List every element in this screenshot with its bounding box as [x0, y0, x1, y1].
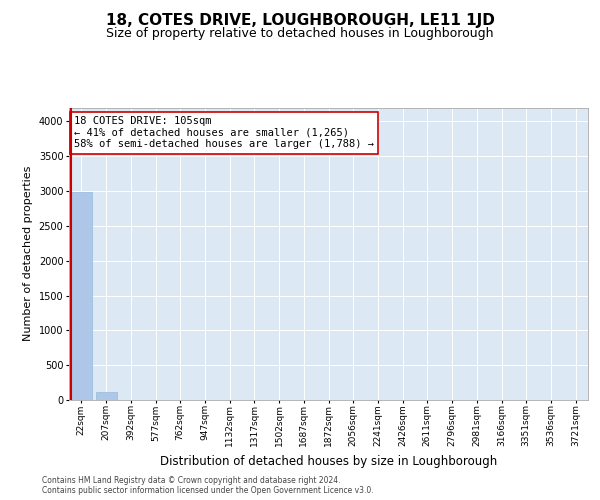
Text: Size of property relative to detached houses in Loughborough: Size of property relative to detached ho… [106, 28, 494, 40]
Bar [71, 192, 92, 400]
X-axis label: Distribution of detached houses by size in Loughborough: Distribution of detached houses by size … [160, 454, 497, 468]
Y-axis label: Number of detached properties: Number of detached properties [23, 166, 33, 342]
Text: 18 COTES DRIVE: 105sqm
← 41% of detached houses are smaller (1,265)
58% of semi-: 18 COTES DRIVE: 105sqm ← 41% of detached… [74, 116, 374, 150]
Bar [95, 392, 116, 400]
Text: 18, COTES DRIVE, LOUGHBOROUGH, LE11 1JD: 18, COTES DRIVE, LOUGHBOROUGH, LE11 1JD [106, 12, 494, 28]
Text: Contains HM Land Registry data © Crown copyright and database right 2024.
Contai: Contains HM Land Registry data © Crown c… [42, 476, 374, 495]
